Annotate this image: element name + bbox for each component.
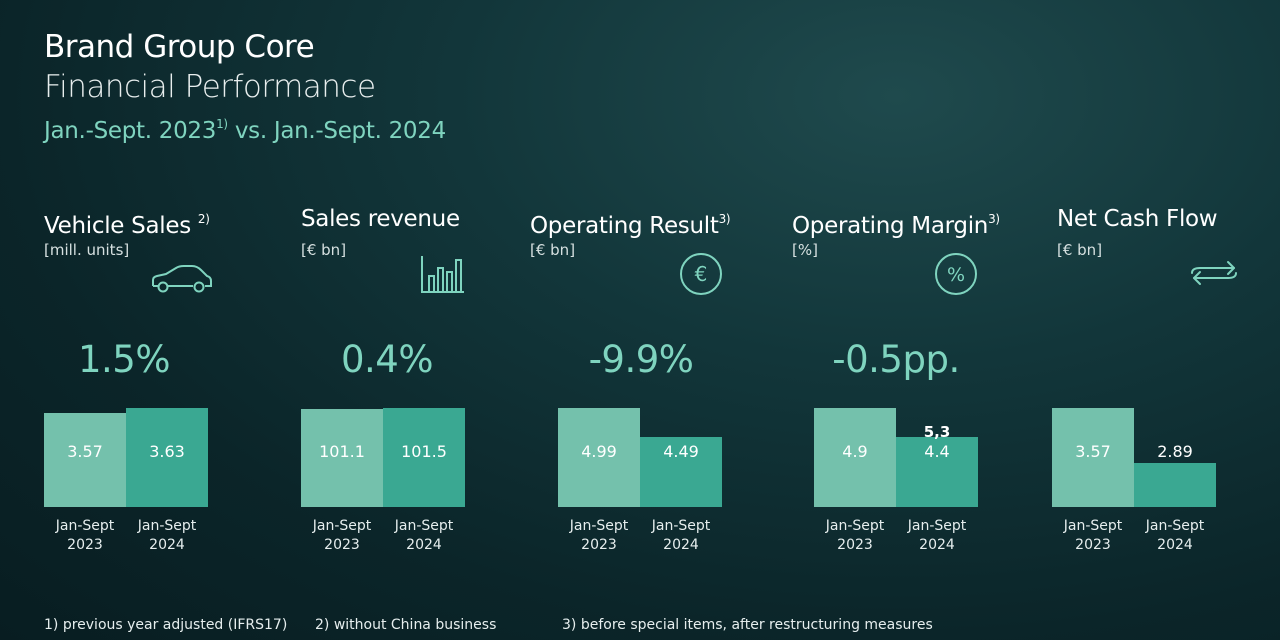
bar-sales-revenue-2024 (383, 408, 465, 507)
x-category-label: Jan-Sept 2024 (137, 518, 197, 553)
x-category-label: Jan-Sept 2023 (569, 518, 629, 553)
bar-net-cash-flow-2023 (1052, 408, 1134, 507)
kpi-unit: [€ bn] (1057, 241, 1103, 259)
bar-operating-margin-2023 (814, 408, 896, 507)
car-icon (152, 265, 212, 293)
bar-value-label: 3.63 (149, 442, 185, 461)
bar-value-label: 101.5 (401, 442, 447, 461)
period-a-footnote-ref: 1) (216, 117, 228, 131)
bar-value-label: 3.57 (1075, 442, 1111, 461)
footnote-ref: 2) (197, 212, 210, 226)
kpi-title-operating-result: Operating Result3) (530, 212, 731, 239)
bar-value-label: 3.57 (67, 442, 103, 461)
page-subtitle: Financial Performance (44, 69, 376, 105)
kpi-title-net-cash-flow: Net Cash Flow (1057, 206, 1218, 232)
bar-sales-revenue-2023 (301, 409, 383, 507)
bar-vehicle-sales-2024 (126, 408, 208, 507)
bar-value-label: 4.49 (663, 442, 699, 461)
x-category-label: Jan-Sept 2023 (55, 518, 115, 553)
bar-operating-result-2023 (558, 408, 640, 507)
bar-value-label: 4.4 (924, 442, 950, 461)
footnote-ref: 3) (718, 212, 731, 226)
percent-icon: % (935, 253, 977, 295)
bar-value-label: 4.9 (842, 442, 868, 461)
kpi-change-sales-revenue: 0.4% (341, 338, 434, 381)
x-category-label: Jan-Sept 2023 (1063, 518, 1123, 553)
x-category-label: Jan-Sept 2023 (312, 518, 372, 553)
svg-text:€: € (695, 262, 708, 286)
bar-vehicle-sales-2023 (44, 413, 126, 507)
bar-value-label: 101.1 (319, 442, 365, 461)
kpi-title-sales-revenue: Sales revenue (301, 206, 460, 232)
kpi-change-operating-result: -9.9% (588, 338, 694, 381)
bar-operating-result-2024 (640, 437, 722, 507)
kpi-unit: [mill. units] (44, 241, 130, 259)
kpi-change-operating-margin: -0.5pp. (832, 338, 960, 381)
x-category-label: Jan-Sept 2024 (394, 518, 454, 553)
page-title: Brand Group Core (44, 29, 315, 65)
bar-net-cash-flow-2024 (1134, 463, 1216, 507)
kpi-change-vehicle-sales: 1.5% (78, 338, 171, 381)
euro-icon: € (680, 253, 722, 295)
svg-text:%: % (947, 264, 965, 286)
bar-value-label: 4.99 (581, 442, 617, 461)
kpi-title-vehicle-sales: Vehicle Sales 2) (44, 212, 210, 239)
kpi-title-operating-margin: Operating Margin3) (792, 212, 1000, 239)
x-category-label: Jan-Sept 2024 (1145, 518, 1205, 553)
bar-value-label: 2.89 (1157, 442, 1193, 461)
kpi-unit: [%] (792, 241, 818, 259)
kpi-unit: [€ bn] (530, 241, 576, 259)
footnote-3: 3) before special items, after restructu… (562, 617, 933, 633)
kpi-unit: [€ bn] (301, 241, 347, 259)
bar-extra-label: 5,3 (923, 423, 951, 441)
x-category-label: Jan-Sept 2024 (907, 518, 967, 553)
x-category-label: Jan-Sept 2023 (825, 518, 885, 553)
footnote-2: 2) without China business (315, 617, 497, 633)
period-comparison: Jan.-Sept. 20231) vs. Jan.-Sept. 2024 (44, 108, 446, 147)
period-a: Jan.-Sept. 2023 (44, 118, 217, 144)
bar-operating-margin-2024 (896, 437, 978, 507)
period-b: vs. Jan.-Sept. 2024 (227, 118, 446, 144)
bar-chart-icon (421, 256, 464, 293)
footnote-ref: 3) (988, 212, 1000, 226)
footnote-1: 1) previous year adjusted (IFRS17) (44, 617, 288, 633)
x-category-label: Jan-Sept 2024 (651, 518, 711, 553)
cash-flow-icon (1191, 261, 1237, 285)
